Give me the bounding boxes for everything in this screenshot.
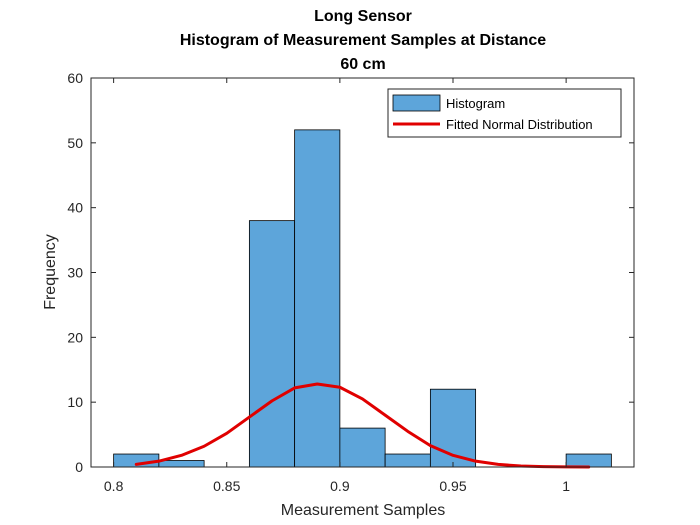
x-tick-label: 1 bbox=[562, 478, 570, 494]
histogram-bar bbox=[248, 220, 296, 468]
x-tick-label: 0.9 bbox=[330, 478, 350, 494]
legend: Histogram Fitted Normal Distribution bbox=[387, 88, 622, 138]
x-tick-label: 0.95 bbox=[439, 478, 466, 494]
histogram-bar bbox=[294, 129, 341, 468]
y-tick-label: 60 bbox=[67, 70, 83, 86]
y-axis-label: Frequency bbox=[42, 234, 59, 310]
histogram-bar bbox=[565, 453, 612, 468]
y-tick-label: 40 bbox=[67, 200, 83, 216]
y-tick-label: 10 bbox=[67, 394, 83, 410]
chart-title-line-2: Histogram of Measurement Samples at Dist… bbox=[180, 32, 546, 49]
fitted-normal-curve bbox=[134, 382, 591, 469]
y-tick-label: 20 bbox=[67, 329, 83, 345]
legend-fitted-label: Fitted Normal Distribution bbox=[446, 117, 593, 132]
legend-histogram-swatch bbox=[392, 94, 441, 112]
y-axis-ticks: 0 10 20 30 40 50 60 bbox=[67, 70, 634, 475]
fitted-normal-line bbox=[134, 382, 591, 469]
x-tick-label: 0.8 bbox=[104, 478, 124, 494]
histogram-bar bbox=[158, 460, 205, 468]
chart-title: Long Sensor Histogram of Measurement Sam… bbox=[180, 8, 546, 73]
x-tick-label: 0.85 bbox=[213, 478, 240, 494]
x-axis-label: Measurement Samples bbox=[281, 502, 446, 519]
y-tick-label: 50 bbox=[67, 135, 83, 151]
y-tick-label: 0 bbox=[75, 459, 83, 475]
y-tick-label: 30 bbox=[67, 265, 83, 281]
chart-title-line-3: 60 cm bbox=[340, 56, 385, 73]
legend-histogram-label: Histogram bbox=[446, 96, 505, 111]
x-axis-ticks: 0.8 0.85 0.9 0.95 1 bbox=[104, 78, 570, 494]
histogram-bar bbox=[339, 427, 386, 468]
chart-title-line-1: Long Sensor bbox=[314, 8, 412, 25]
histogram-bar bbox=[384, 453, 431, 468]
histogram-bars bbox=[113, 129, 612, 468]
